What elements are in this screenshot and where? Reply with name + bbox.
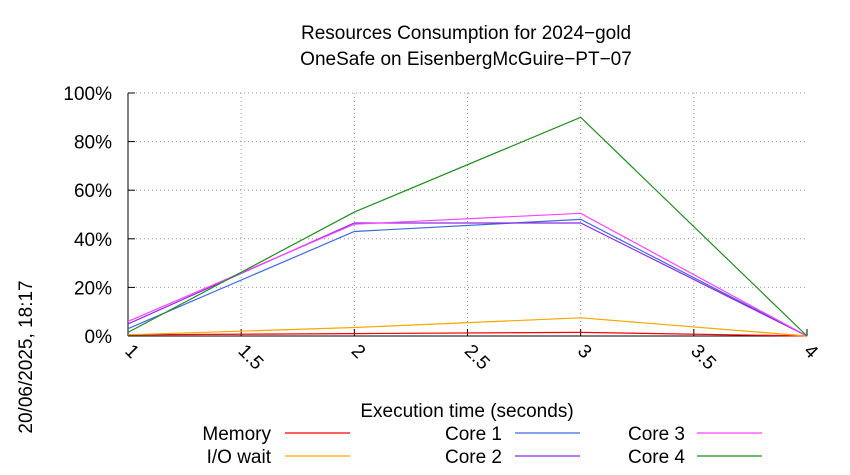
series-line-i-o-wait bbox=[127, 317, 808, 337]
y-tick-label: 20% bbox=[74, 278, 112, 299]
series-line-core-4 bbox=[127, 116, 808, 337]
chart-subtitle: OneSafe on EisenbergMcGuire−PT−07 bbox=[300, 49, 632, 70]
series-lines bbox=[127, 116, 808, 337]
legend-label: Core 1 bbox=[445, 424, 502, 445]
y-tick-label: 60% bbox=[74, 181, 112, 202]
grid bbox=[128, 92, 807, 336]
chart-title: Resources Consumption for 2024−gold bbox=[301, 23, 631, 44]
x-axis-label: Execution time (seconds) bbox=[360, 401, 573, 422]
x-tick-label: 2 bbox=[347, 341, 369, 363]
x-tick-label: 3.5 bbox=[686, 341, 720, 375]
y-tick-label: 0% bbox=[85, 327, 113, 348]
legend-label: Core 3 bbox=[628, 424, 685, 445]
y-tick-label: 80% bbox=[74, 133, 112, 154]
legend-label: Memory bbox=[202, 424, 271, 445]
y-tick-label: 40% bbox=[74, 230, 112, 251]
x-tick-label: 1 bbox=[120, 341, 142, 363]
y-tick-label: 100% bbox=[63, 84, 112, 105]
timestamp-label: 20/06/2025, 18:17 bbox=[16, 280, 37, 433]
y-axis: 0% 20% 40% 60% 80% 100% bbox=[63, 84, 135, 348]
series-line-core-2 bbox=[127, 222, 808, 337]
series-line-core-1 bbox=[127, 218, 808, 337]
legend-label: Core 2 bbox=[445, 447, 502, 468]
x-tick-label: 1.5 bbox=[234, 341, 268, 375]
x-tick-label: 4 bbox=[799, 341, 822, 364]
x-tick-label: 2.5 bbox=[460, 341, 494, 375]
legend-label: I/O wait bbox=[207, 447, 272, 468]
legend-label: Core 4 bbox=[628, 447, 685, 468]
series-line-memory bbox=[127, 331, 808, 337]
x-tick-label: 3 bbox=[573, 341, 595, 363]
